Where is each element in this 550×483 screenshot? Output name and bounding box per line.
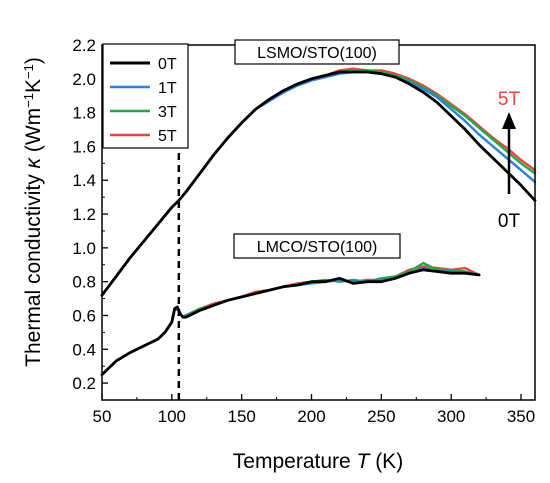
lmco-line-0t <box>100 268 481 376</box>
legend-label-5t: 5T <box>158 128 177 145</box>
lmco-label-box: LMCO/STO(100) <box>233 233 401 259</box>
y-tick-label: 1.6 <box>72 137 96 156</box>
lmco-line-3t <box>100 261 481 376</box>
arrow-top-label: 5T <box>498 89 521 110</box>
x-tick-label: 300 <box>437 407 465 426</box>
legend-label-0t: 0T <box>158 56 177 73</box>
y-tick-label: 0.4 <box>72 340 96 359</box>
lsmo-label: LSMO/STO(100) <box>257 45 377 62</box>
y-axis-title: Thermal conductivity κ (Wm−1K−1) <box>21 57 46 367</box>
x-tick-label: 200 <box>297 407 325 426</box>
lmco-line-5t <box>100 265 481 376</box>
legend-label-1t: 1T <box>158 80 177 97</box>
x-tick-label: 100 <box>158 407 186 426</box>
arrow-bottom-label: 0T <box>498 211 521 232</box>
legend: 0T 1T 3T 5T <box>102 43 189 149</box>
y-tick-label: 1.8 <box>72 104 96 123</box>
x-tick-label: 50 <box>93 407 112 426</box>
y-tick-label: 2.0 <box>72 70 96 89</box>
y-tick-label: 1.0 <box>72 239 96 258</box>
y-tick-label: 0.8 <box>72 273 96 292</box>
legend-label-3t: 3T <box>158 104 177 121</box>
lsmo-line-0t <box>100 70 537 297</box>
x-tick-label: 150 <box>227 407 255 426</box>
y-tick-label: 1.4 <box>72 171 96 190</box>
lmco-series-group <box>100 261 481 376</box>
field-arrow: 5T 0T <box>498 89 521 232</box>
y-tick-label: 0.2 <box>72 374 96 393</box>
lsmo-series-group <box>100 67 537 297</box>
lsmo-label-box: LSMO/STO(100) <box>234 39 400 65</box>
tick-layer: 50 100 150 200 250 300 350 0.2 0.4 0.6 0.8 1.0 1.2 1.… <box>72 36 535 426</box>
y-tick-label: 2.2 <box>72 36 96 55</box>
y-tick-label: 1.2 <box>72 205 96 224</box>
x-tick-label: 250 <box>367 407 395 426</box>
y-tick-label: 0.6 <box>72 306 96 325</box>
x-tick-label: 350 <box>507 407 535 426</box>
lmco-label: LMCO/STO(100) <box>257 239 378 256</box>
x-axis-title: Temperature T (K) <box>233 450 403 473</box>
field-arrow-head <box>502 112 516 129</box>
